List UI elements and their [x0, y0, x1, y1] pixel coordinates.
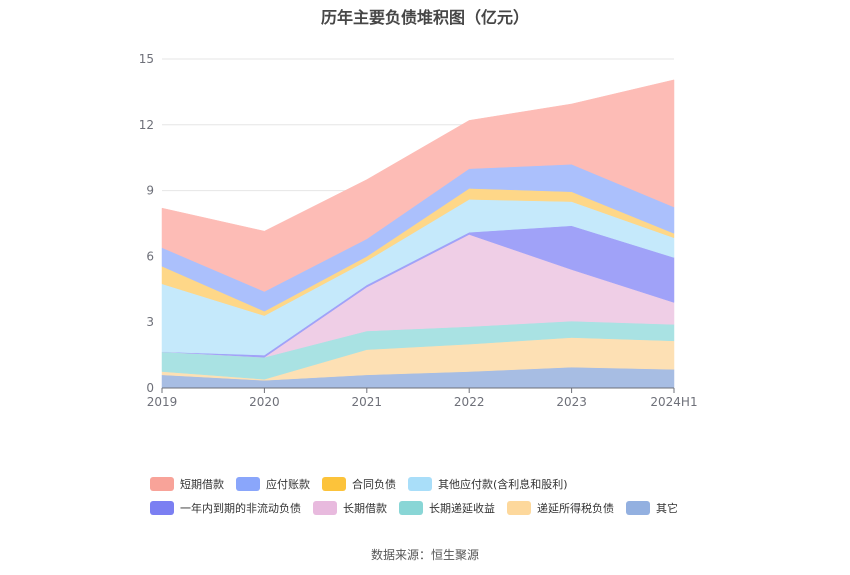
legend-item[interactable]: 长期递延收益 [399, 500, 495, 516]
legend-label: 其他应付款(含利息和股利) [438, 478, 568, 491]
y-tick-label: 12 [139, 118, 154, 132]
legend-label: 其它 [656, 502, 678, 515]
legend-item[interactable]: 合同负债 [322, 476, 396, 492]
legend-swatch [313, 501, 337, 515]
chart-title: 历年主要负债堆积图（亿元） [320, 8, 529, 27]
y-tick-label: 6 [146, 249, 154, 263]
legend-swatch [507, 501, 531, 515]
legend-label: 长期借款 [343, 502, 387, 515]
legend-swatch [236, 477, 260, 491]
legend-item[interactable]: 递延所得税负债 [507, 500, 614, 516]
legend-item[interactable]: 一年内到期的非流动负债 [150, 500, 301, 516]
x-tick-label: 2023 [556, 395, 587, 409]
legend-item[interactable]: 长期借款 [313, 500, 387, 516]
x-tick-label: 2021 [352, 395, 383, 409]
legend-label: 递延所得税负债 [537, 502, 614, 515]
legend-label: 应付账款 [266, 478, 310, 491]
x-tick-label: 2019 [147, 395, 178, 409]
axes: 0 3 6 9 12 15 2019 2020 2021 2022 2023 2024H1 [139, 52, 698, 409]
legend-row: 短期借款 应付账款 合同负债 其他应付款(含利息和股利) [150, 472, 790, 496]
legend-item[interactable]: 其他应付款(含利息和股利) [408, 476, 568, 492]
legend-swatch [399, 501, 423, 515]
legend-label: 一年内到期的非流动负债 [180, 502, 301, 515]
legend: 短期借款 应付账款 合同负债 其他应付款(含利息和股利) 一年内到期的非流动负债 长期借… [150, 472, 790, 520]
x-tick-label: 2020 [249, 395, 280, 409]
legend-swatch [150, 501, 174, 515]
x-tick-label: 2022 [454, 395, 485, 409]
data-source-note: 数据来源：恒生聚源 [370, 548, 479, 562]
stacked-area-chart: 0 3 6 9 12 15 2019 2020 2021 2022 2023 2024H1 [139, 52, 698, 409]
legend-row: 一年内到期的非流动负债 长期借款 长期递延收益 递延所得税负债 其它 [150, 496, 790, 520]
legend-swatch [150, 477, 174, 491]
legend-swatch [322, 477, 346, 491]
y-tick-label: 15 [139, 52, 154, 66]
legend-item[interactable]: 短期借款 [150, 476, 224, 492]
y-tick-label: 0 [146, 381, 154, 395]
legend-item[interactable]: 应付账款 [236, 476, 310, 492]
legend-swatch [626, 501, 650, 515]
legend-label: 合同负债 [352, 478, 396, 491]
y-tick-label: 3 [146, 315, 154, 329]
area-series [161, 79, 675, 389]
legend-label: 短期借款 [180, 478, 224, 491]
legend-item[interactable]: 其它 [626, 500, 678, 516]
x-tick-label: 2024H1 [650, 395, 697, 409]
legend-swatch [408, 477, 432, 491]
y-tick-label: 9 [146, 184, 154, 198]
legend-label: 长期递延收益 [429, 502, 495, 515]
area-series-8 [161, 79, 675, 292]
